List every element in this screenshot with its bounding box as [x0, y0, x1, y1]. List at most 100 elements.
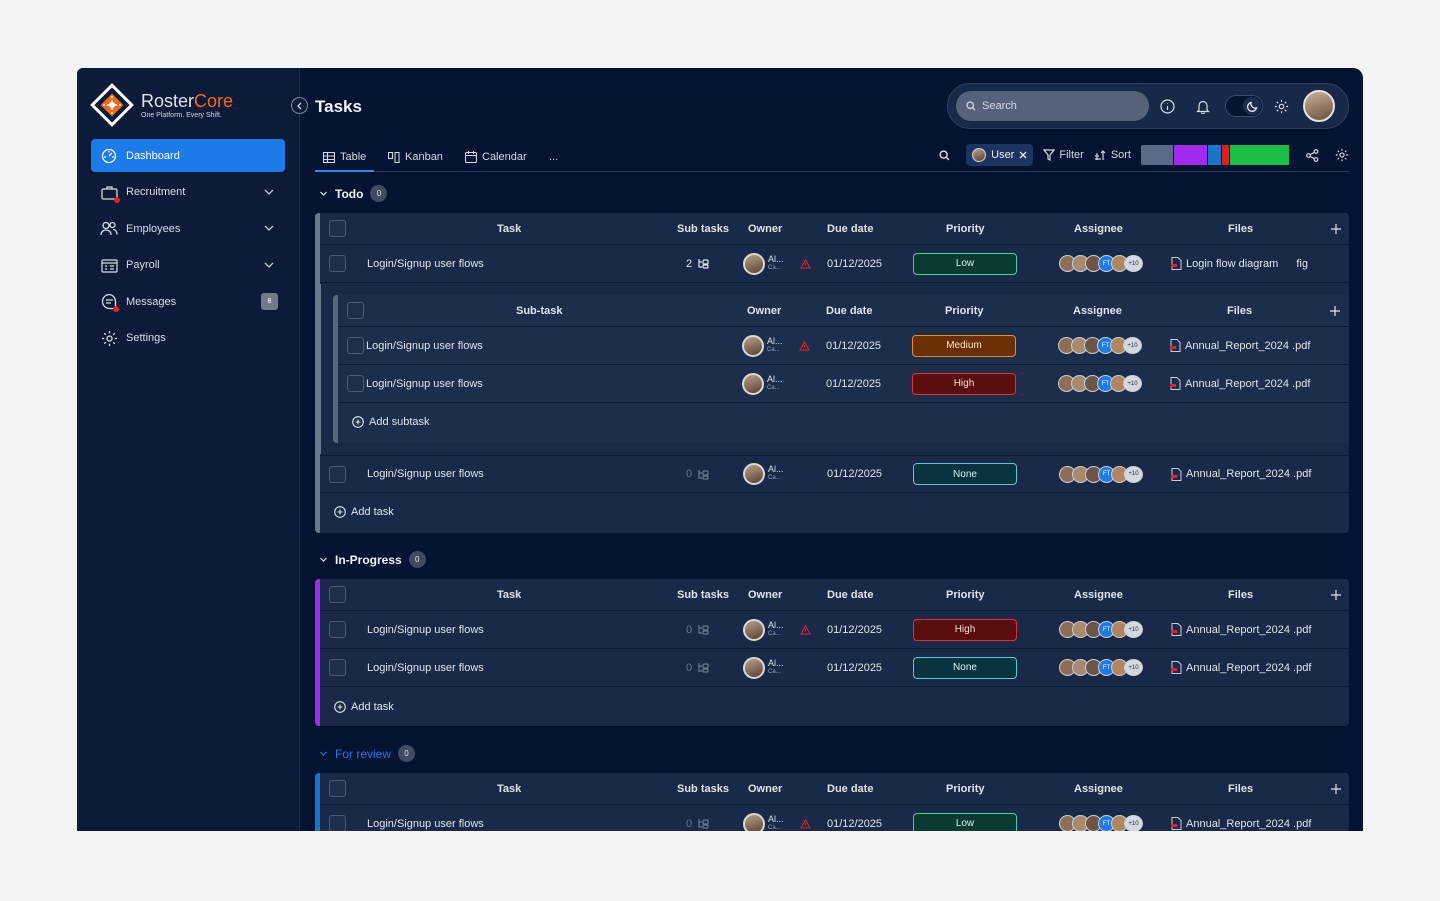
owner[interactable]: Al... Ca...	[742, 365, 783, 402]
task-name[interactable]: Login/Signup user flows	[366, 377, 483, 390]
add-subtask-button[interactable]: Add subtask	[338, 403, 1349, 441]
subtasks-count[interactable]: 0	[686, 611, 709, 648]
user-avatar[interactable]	[1303, 90, 1335, 122]
file-attachment[interactable]: Annual_Report_2024 .pdf	[1170, 327, 1310, 364]
col-header-priority[interactable]: Priority	[945, 304, 984, 317]
due-date[interactable]: 01/12/2025	[827, 257, 883, 270]
due-date[interactable]: 01/12/2025	[826, 339, 882, 352]
row-checkbox[interactable]	[347, 337, 364, 354]
owner[interactable]: Al... Ca...	[743, 805, 784, 831]
col-header-subtasks[interactable]: Sub tasks	[677, 588, 729, 601]
row-checkbox[interactable]	[329, 659, 346, 676]
theme-toggle[interactable]	[1225, 95, 1263, 117]
due-date[interactable]: 01/12/2025	[827, 623, 883, 636]
file-attachment[interactable]: Annual_Report_2024 .pdf	[1171, 456, 1311, 492]
priority-badge[interactable]: None	[913, 656, 1017, 679]
due-date[interactable]: 01/12/2025	[827, 661, 883, 674]
file-attachment[interactable]: Annual_Report_2024 .pdf	[1171, 649, 1311, 686]
assignee-stack[interactable]: FT +10	[1058, 375, 1142, 392]
tab-table[interactable]: Table	[314, 146, 375, 172]
subtasks-count[interactable]: 0	[686, 805, 709, 831]
col-header-due-date[interactable]: Due date	[827, 588, 874, 601]
col-header-task[interactable]: Task	[497, 222, 522, 235]
select-all-checkbox[interactable]	[329, 586, 346, 603]
col-header-due-date[interactable]: Due date	[826, 304, 873, 317]
chevron-down-icon[interactable]	[263, 222, 275, 234]
subtasks-count[interactable]: 0	[686, 649, 709, 686]
col-header-assignee[interactable]: Assignee	[1074, 222, 1123, 235]
table-row[interactable]: Login/Signup user flows 2 Al... Ca... 01/…	[320, 245, 1349, 283]
search-icon[interactable]	[939, 149, 950, 161]
search-input[interactable]: Search	[956, 91, 1149, 121]
col-header-files[interactable]: Files	[1228, 588, 1254, 601]
subtasks-count[interactable]: 0	[686, 456, 709, 492]
add-column-button[interactable]	[1331, 579, 1341, 610]
row-checkbox[interactable]	[347, 375, 364, 392]
col-header-priority[interactable]: Priority	[946, 588, 985, 601]
select-all-checkbox[interactable]	[329, 220, 346, 237]
assignee-stack[interactable]: FT +10	[1059, 659, 1143, 676]
chevron-down-icon[interactable]	[263, 186, 275, 198]
col-header-owner[interactable]: Owner	[748, 782, 783, 795]
select-all-checkbox[interactable]	[347, 302, 364, 319]
sidebar-item-recruitment[interactable]: Recruitment	[91, 176, 285, 209]
col-header-files[interactable]: Files	[1228, 782, 1254, 795]
tab-calendar[interactable]: Calendar	[465, 146, 527, 168]
assignee-stack[interactable]: FT +10	[1058, 337, 1142, 354]
assignee-stack[interactable]: FT +10	[1059, 255, 1143, 272]
col-header-subtasks[interactable]: Sub tasks	[677, 782, 729, 795]
col-header-task[interactable]: Task	[497, 782, 522, 795]
close-icon[interactable]	[1019, 151, 1027, 159]
assignee-stack[interactable]: FT +10	[1059, 621, 1143, 638]
sort-button[interactable]: Sort	[1094, 149, 1131, 161]
info-button[interactable]	[1149, 98, 1185, 114]
subtask-row[interactable]: Login/Signup user flows Al... Ca... 01/12…	[338, 327, 1349, 365]
col-header-assignee[interactable]: Assignee	[1074, 588, 1123, 601]
owner[interactable]: Al... Ca...	[743, 245, 784, 282]
row-checkbox[interactable]	[329, 255, 346, 272]
priority-badge[interactable]: Medium	[912, 334, 1016, 357]
row-checkbox[interactable]	[329, 815, 346, 831]
sidebar-collapse-button[interactable]	[291, 97, 308, 114]
col-header-assignee[interactable]: Assignee	[1074, 782, 1123, 795]
status-color-bar[interactable]	[1141, 145, 1290, 165]
task-name[interactable]: Login/Signup user flows	[367, 661, 484, 674]
group-header-todo[interactable]: Todo 0	[319, 185, 388, 202]
tab-kanban[interactable]: Kanban	[388, 146, 443, 168]
user-filter-chip[interactable]: User	[966, 144, 1034, 166]
file-attachment[interactable]: Login flow diagram fig	[1171, 245, 1308, 282]
sidebar-item-settings[interactable]: Settings	[91, 322, 285, 355]
col-header-task[interactable]: Task	[497, 588, 522, 601]
file-attachment[interactable]: Annual_Report_2024 .pdf	[1171, 611, 1311, 648]
due-date[interactable]: 01/12/2025	[826, 377, 882, 390]
group-header-in-progress[interactable]: In-Progress 0	[319, 551, 426, 568]
table-row[interactable]: Login/Signup user flows 0 Al... Ca... 01/…	[320, 611, 1349, 649]
col-header-owner[interactable]: Owner	[747, 304, 782, 317]
select-all-checkbox[interactable]	[329, 780, 346, 797]
file-attachment[interactable]: Annual_Report_2024 .pdf	[1170, 365, 1310, 402]
subtask-row[interactable]: Login/Signup user flows Al... Ca... 01/12…	[338, 365, 1349, 403]
owner[interactable]: Al... Ca...	[743, 456, 784, 492]
col-header-priority[interactable]: Priority	[946, 222, 985, 235]
col-header-assignee[interactable]: Assignee	[1073, 304, 1122, 317]
priority-badge[interactable]: Low	[913, 252, 1017, 275]
col-header-subtasks[interactable]: Sub tasks	[677, 222, 729, 235]
col-header-owner[interactable]: Owner	[748, 588, 783, 601]
file-attachment[interactable]: Annual_Report_2024 .pdf	[1171, 805, 1311, 831]
chevron-down-icon[interactable]	[263, 259, 275, 271]
tab-more[interactable]: ...	[549, 146, 558, 168]
due-date[interactable]: 01/12/2025	[827, 468, 883, 480]
task-name[interactable]: Login/Signup user flows	[367, 817, 484, 830]
row-checkbox[interactable]	[329, 621, 346, 638]
add-column-button[interactable]	[1331, 213, 1341, 244]
task-name[interactable]: Login/Signup user flows	[367, 257, 484, 270]
table-row[interactable]: Login/Signup user flows 0 Al... Ca... 01/…	[320, 649, 1349, 687]
add-task-button[interactable]: Add task	[320, 493, 1349, 531]
col-header-priority[interactable]: Priority	[946, 782, 985, 795]
col-header-files[interactable]: Files	[1228, 222, 1254, 235]
priority-badge[interactable]: None	[913, 463, 1017, 485]
table-row[interactable]: Login/Signup user flows 0 Al... Ca... 01/…	[320, 805, 1349, 831]
add-column-button[interactable]	[1331, 773, 1341, 804]
table-row[interactable]: Login/Signup user flows 0 Al... Ca... 01/…	[320, 455, 1349, 493]
col-header-files[interactable]: Files	[1227, 304, 1253, 317]
